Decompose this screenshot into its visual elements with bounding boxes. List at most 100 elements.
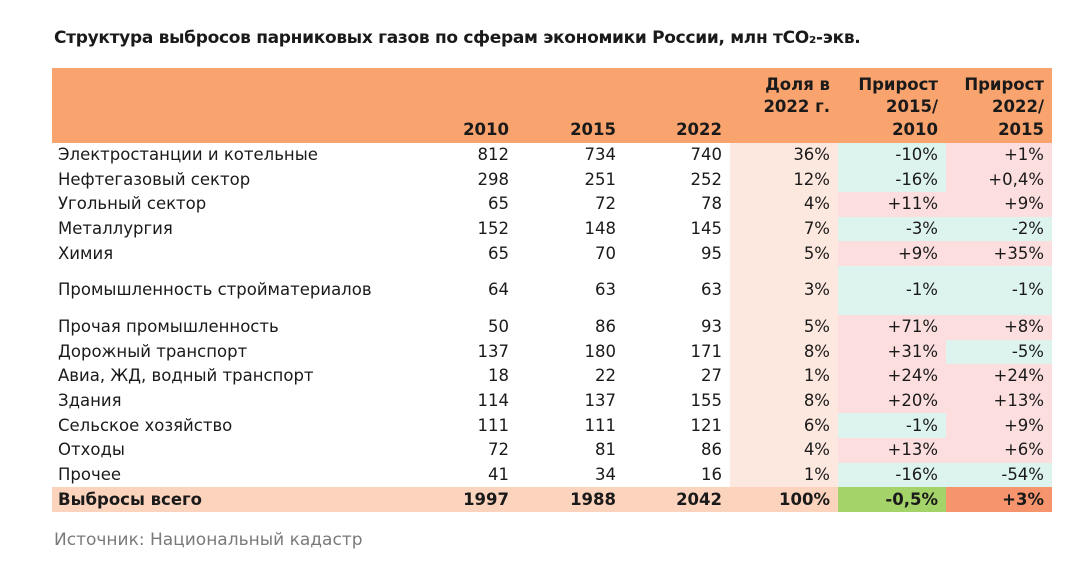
value-2015: 86 [595,317,616,337]
table-row: Химия 65 70 95 5% +9% +35% [52,241,1052,266]
table-row: Угольный сектор 65 72 78 4% +11% +9% [52,192,1052,217]
table-row: Дорожный транспорт 137 180 171 8% +31% -5% [52,339,1052,365]
table-row: Промышленность стройматериалов 64 63 63 3% -1… [52,265,1052,315]
value-2015: 70 [595,243,616,263]
value-2010: 298 [477,169,510,189]
growth-2022-2015: -54% [946,462,1052,488]
growth-2022-2015: +1% [946,143,1052,168]
value-2010: 64 [488,280,509,300]
growth-2015-2010: -16% [838,462,946,488]
share-2022: 4% [730,437,838,463]
share-2022: 1% [730,462,838,488]
growth-2015-2010: -3% [838,216,946,242]
value-2015: 137 [584,391,617,411]
row-label: Электростанции и котельные [58,145,318,165]
share-2022: 3% [730,265,838,315]
growth-2022-2015: +35% [946,241,1052,266]
value-2015: 34 [595,464,616,484]
header-growth-2022-2015: Прирост 2022/2015 [946,68,1052,143]
table-row: Электростанции и котельные 812 734 740 36% -1… [52,143,1052,168]
growth-2015-2010: -0,5% [838,487,946,513]
header-growth-2015-2010: Прирост 2015/2010 [838,68,946,143]
row-label: Выбросы всего [52,487,410,513]
growth-2022-2015: +3% [946,487,1052,513]
value-2022: 86 [701,440,722,460]
growth-2022-2015: +8% [946,314,1052,340]
growth-2022-2015: +9% [946,192,1052,217]
value-2022: 93 [701,317,722,337]
value-2010: 152 [477,219,510,239]
value-2022: 2042 [624,487,730,513]
value-2010: 50 [488,317,509,337]
growth-2022-2015: -1% [946,265,1052,315]
value-2010: 114 [477,391,510,411]
table-row: Авиа, ЖД, водный транспорт 18 22 27 1% +24% +2… [52,364,1052,389]
value-2022: 155 [690,391,723,411]
share-2022: 5% [730,241,838,266]
value-2010: 137 [477,341,510,361]
value-2015: 22 [595,366,616,386]
growth-2022-2015: +6% [946,437,1052,463]
value-2015: 63 [595,280,616,300]
growth-2015-2010: +71% [838,314,946,340]
growth-2015-2010: +20% [838,388,946,414]
share-2022: 36% [730,143,838,168]
growth-2015-2010: +13% [838,437,946,463]
table-row: Прочее 41 34 16 1% -16% -54% [52,462,1052,488]
source-note: Источник: Национальный кадастр [54,530,363,550]
value-2010: 41 [488,464,509,484]
value-2010: 65 [488,243,509,263]
growth-2015-2010: -16% [838,167,946,193]
share-2022: 1% [730,364,838,389]
value-2015: 734 [584,145,617,165]
row-label: Здания [58,391,122,411]
total-row: Выбросы всего 1997 1988 2042 100% -0,5% +3% [52,487,1052,513]
row-label: Угольный сектор [58,194,207,214]
table-row: Здания 114 137 155 8% +20% +13% [52,388,1052,414]
value-2015: 251 [584,169,617,189]
share-2022: 100% [730,487,838,513]
row-label: Сельское хозяйство [58,415,233,435]
value-2010: 18 [488,366,509,386]
value-2022: 145 [690,219,723,239]
table-row: Сельское хозяйство 111 111 121 6% -1% +9% [52,413,1052,438]
row-label: Прочая промышленность [58,317,279,337]
growth-2015-2010: +31% [838,339,946,365]
growth-2015-2010: -10% [838,143,946,168]
growth-2015-2010: +11% [838,192,946,217]
table-row: Отходы 72 81 86 4% +13% +6% [52,437,1052,463]
value-2015: 148 [584,219,617,239]
value-2015: 180 [584,341,617,361]
value-2010: 1997 [410,487,517,513]
share-2022: 5% [730,314,838,340]
header-label [52,68,410,143]
share-2022: 8% [730,339,838,365]
table-title: Структура выбросов парниковых газов по с… [54,28,861,48]
growth-2022-2015: +24% [946,364,1052,389]
header-2022: 2022 [624,68,730,143]
share-2022: 12% [730,167,838,193]
share-2022: 6% [730,413,838,438]
growth-2015-2010: -1% [838,265,946,315]
header-share: Доля в 2022 г. [730,68,838,143]
row-label: Прочее [58,464,122,484]
row-label: Отходы [58,440,125,460]
value-2022: 78 [701,194,722,214]
row-label: Химия [58,243,114,263]
growth-2015-2010: +24% [838,364,946,389]
row-label: Авиа, ЖД, водный транспорт [58,366,314,386]
share-2022: 8% [730,388,838,414]
growth-2015-2010: -1% [838,413,946,438]
header-2010: 2010 [410,68,517,143]
row-label: Дорожный транспорт [58,341,248,361]
table-row: Металлургия 152 148 145 7% -3% -2% [52,216,1052,242]
value-2015: 1988 [517,487,624,513]
growth-2022-2015: +9% [946,413,1052,438]
value-2010: 65 [488,194,509,214]
value-2015: 81 [595,440,616,460]
row-label: Промышленность стройматериалов [58,280,372,300]
value-2022: 27 [701,366,722,386]
emissions-table: 2010 2015 2022 Доля в 2022 г. Прирост 2015… [52,68,1052,513]
row-label: Нефтегазовый сектор [58,169,251,189]
value-2022: 740 [690,145,723,165]
